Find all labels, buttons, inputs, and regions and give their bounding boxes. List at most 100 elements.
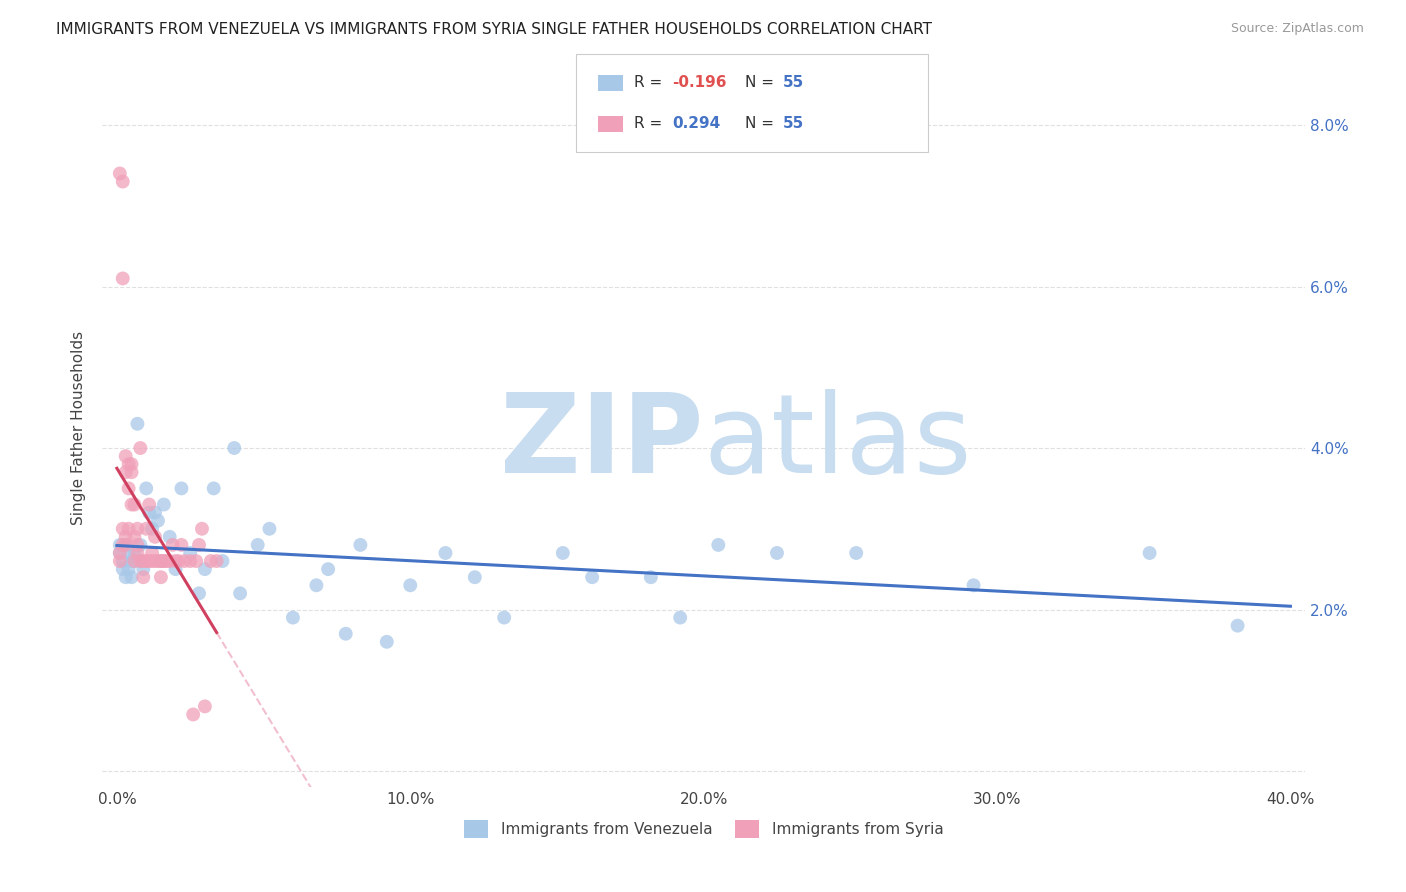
Point [114, 449, 136, 463]
Point [132, 570, 155, 584]
Point [211, 554, 233, 568]
Point [138, 554, 160, 568]
Text: N =: N = [745, 76, 779, 90]
Point [188, 538, 211, 552]
Point [349, 538, 371, 552]
Point [149, 570, 172, 584]
Point [138, 498, 160, 512]
Point [114, 530, 136, 544]
Point [111, 562, 134, 576]
Point [707, 538, 730, 552]
Point [173, 554, 195, 568]
Point [153, 554, 176, 568]
Point [1226, 618, 1249, 632]
Text: 0.294: 0.294 [672, 117, 720, 131]
Point [132, 562, 155, 576]
Point [111, 271, 134, 285]
Point [127, 546, 149, 560]
Point [167, 554, 190, 568]
Point [181, 707, 204, 722]
Point [117, 562, 139, 576]
Point [165, 554, 187, 568]
Point [143, 554, 166, 568]
Point [121, 570, 143, 584]
Point [224, 441, 246, 455]
Point [108, 546, 131, 560]
Point [194, 699, 217, 714]
Point [494, 610, 516, 624]
Point [399, 578, 422, 592]
Y-axis label: Single Father Households: Single Father Households [72, 331, 86, 524]
Point [138, 506, 160, 520]
Point [551, 546, 574, 560]
Point [121, 457, 143, 471]
Point [141, 554, 163, 568]
Point [111, 175, 134, 189]
Point [581, 570, 603, 584]
Point [159, 554, 181, 568]
Point [117, 522, 139, 536]
Point [640, 570, 662, 584]
Point [132, 554, 155, 568]
Point [135, 522, 157, 536]
Text: ZIP: ZIP [501, 389, 703, 496]
Point [191, 522, 214, 536]
Point [108, 166, 131, 180]
Text: N =: N = [745, 117, 779, 131]
Point [121, 554, 143, 568]
Point [114, 538, 136, 552]
Text: Source: ZipAtlas.com: Source: ZipAtlas.com [1230, 22, 1364, 36]
Point [1139, 546, 1161, 560]
Point [111, 554, 134, 568]
Point [143, 530, 166, 544]
Point [117, 482, 139, 496]
Point [108, 554, 131, 568]
Point [316, 562, 339, 576]
Point [108, 538, 131, 552]
Point [114, 538, 136, 552]
Point [141, 546, 163, 560]
Point [766, 546, 789, 560]
Point [149, 554, 172, 568]
Point [153, 554, 176, 568]
Point [121, 465, 143, 479]
Point [124, 498, 146, 512]
Point [108, 546, 131, 560]
Point [179, 554, 201, 568]
Point [143, 506, 166, 520]
Point [259, 522, 281, 536]
Point [117, 546, 139, 560]
Point [845, 546, 868, 560]
Point [170, 482, 193, 496]
Point [127, 538, 149, 552]
Point [127, 522, 149, 536]
Legend: Immigrants from Venezuela, Immigrants from Syria: Immigrants from Venezuela, Immigrants fr… [458, 814, 949, 844]
Point [184, 554, 207, 568]
Point [159, 530, 181, 544]
Point [135, 482, 157, 496]
Point [117, 457, 139, 471]
Point [375, 635, 398, 649]
Point [124, 530, 146, 544]
Text: 55: 55 [783, 76, 804, 90]
Text: atlas: atlas [703, 389, 972, 496]
Point [129, 441, 152, 455]
Point [434, 546, 457, 560]
Point [156, 554, 179, 568]
Point [153, 498, 176, 512]
Point [305, 578, 328, 592]
Point [135, 554, 157, 568]
Text: R =: R = [634, 76, 668, 90]
Point [188, 586, 211, 600]
Point [111, 522, 134, 536]
Point [165, 562, 187, 576]
Text: R =: R = [634, 117, 668, 131]
Point [281, 610, 304, 624]
Point [129, 554, 152, 568]
Point [962, 578, 984, 592]
Point [170, 538, 193, 552]
Point [124, 554, 146, 568]
Point [205, 554, 228, 568]
Point [114, 570, 136, 584]
Point [162, 538, 184, 552]
